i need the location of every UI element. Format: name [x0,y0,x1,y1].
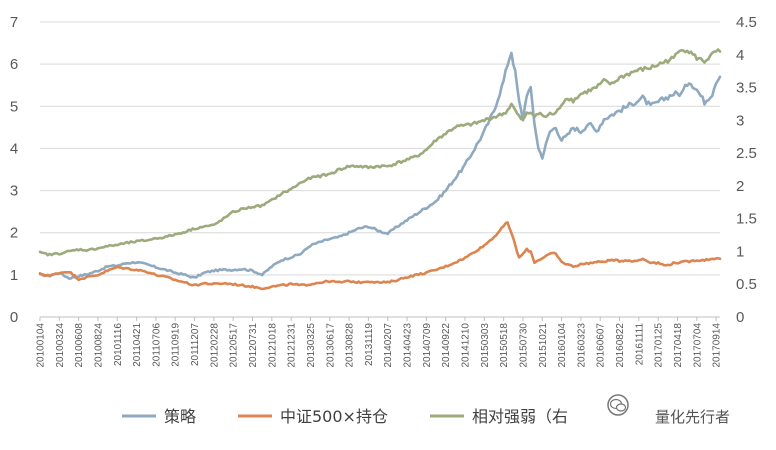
x-tick-label: 20130828 [345,323,356,368]
x-tick-label: 20170704 [692,323,703,368]
left-y-axis: 0 1 2 3 4 5 6 7 [10,14,18,326]
x-tick-label: 20100824 [93,323,104,368]
right-y-tick-label: 0 [736,309,744,326]
left-y-tick-label: 0 [10,309,18,326]
x-tick-label: 20161111 [634,323,645,366]
x-tick-label: 20150303 [480,323,491,368]
right-y-tick-label: 2 [736,178,744,195]
x-tick-label: 20160607 [596,323,607,368]
x-tick-label: 20101116 [113,323,124,366]
right-y-axis: 0 0.5 1 1.5 2 2.5 3 3.5 4 4.5 [736,14,757,326]
legend-label: 相对强弱（右 [472,407,568,426]
x-axis: 20100104 20100324 20100608 20100824 20101116… [36,316,723,368]
x-tick-label: 20150518 [499,323,510,368]
x-tick-label: 20140922 [441,323,452,368]
right-y-tick-label: 3 [736,112,744,129]
x-tick-label: 20140207 [383,323,394,368]
x-tick-label: 20111207 [190,323,201,366]
series-line [38,51,722,280]
left-y-tick-label: 7 [10,14,18,31]
x-tick-label: 20120731 [248,323,259,368]
legend-label: 策略 [164,407,196,426]
grid-lines [40,21,720,276]
x-tick-label: 20121018 [267,323,278,368]
right-y-tick-label: 1.5 [736,211,757,228]
x-tick-label: 20150730 [518,323,529,368]
x-tick-label: 20120517 [229,323,240,368]
right-y-tick-label: 3.5 [736,80,757,97]
right-y-tick-label: 4 [736,47,744,64]
x-tick-label: 20170125 [654,323,665,368]
left-y-tick-label: 4 [10,140,18,157]
x-tick-label: 20151021 [538,323,549,368]
left-y-tick-label: 2 [10,225,18,242]
x-tick-label: 20160104 [557,323,568,368]
x-tick-label: 20131119 [364,323,375,366]
x-tick-label: 20140423 [403,323,414,368]
x-tick-label: 20170914 [712,323,723,368]
x-tick-label: 20110919 [171,323,182,367]
x-tick-label: 20141210 [461,323,472,368]
x-tick-label: 20160822 [615,323,626,368]
legend-label: 中证500×持仓 [280,407,388,426]
left-y-tick-label: 5 [10,98,18,115]
x-tick-label: 20120228 [209,323,220,368]
wechat-icon [607,394,629,416]
series-lines [38,48,722,291]
left-y-tick-label: 1 [10,267,18,284]
left-y-tick-label: 6 [10,56,18,73]
right-y-tick-label: 2.5 [736,145,757,162]
right-y-tick-label: 1 [736,243,744,260]
x-tick-label: 20140709 [422,323,433,368]
x-tick-label: 20100324 [55,323,66,368]
x-tick-label: 20170418 [673,323,684,368]
x-tick-label: 20160323 [576,323,587,368]
left-y-tick-label: 3 [10,183,18,200]
series-line [38,221,722,291]
x-tick-label: 20110421 [132,323,143,367]
x-tick-label: 20121231 [287,323,298,368]
watermark-text: 量化先行者 [655,408,730,426]
series-line [38,48,722,257]
x-tick-label: 20100608 [74,323,85,368]
legend: 策略 中证500×持仓 相对强弱（右 [122,407,568,426]
x-tick-label: 20110706 [151,323,162,367]
right-y-tick-label: 0.5 [736,276,757,293]
x-tick-label: 20130617 [325,323,336,368]
watermark: 量化先行者 [607,394,730,426]
x-tick-label: 20100104 [36,323,47,368]
x-tick-label: 20130325 [306,323,317,368]
right-y-tick-label: 4.5 [736,14,757,31]
